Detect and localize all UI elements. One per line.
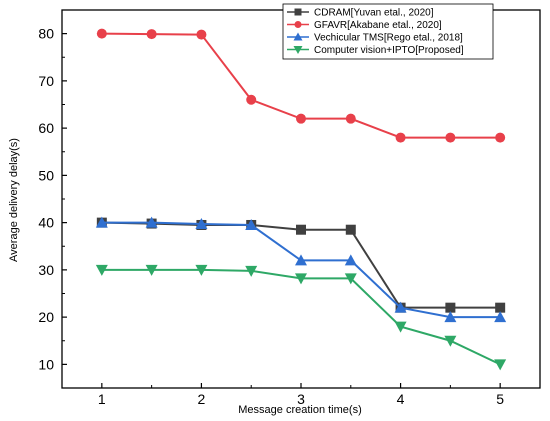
- y-tick-label: 80: [38, 26, 54, 42]
- data-point: [296, 224, 306, 235]
- x-tick-label: 5: [496, 391, 504, 407]
- legend-marker: [294, 8, 302, 16]
- data-point: [95, 264, 108, 276]
- y-axis-label: Average delivery delay(s): [8, 138, 20, 262]
- data-point: [245, 218, 258, 230]
- data-point: [246, 94, 257, 105]
- data-point: [495, 302, 506, 313]
- y-axis: 10 20 30 40 50 60 70 80: [38, 26, 67, 372]
- y-tick-label: 40: [38, 215, 54, 231]
- legend-label: Computer vision+IPTO[Proposed]: [314, 45, 464, 56]
- data-point: [345, 113, 356, 124]
- data-point: [445, 132, 456, 143]
- data-point: [195, 264, 208, 276]
- x-axis-label: Message creation time(s): [238, 404, 362, 416]
- series-4: [95, 264, 507, 371]
- legend-label: Vechicular TMS[Rego etal., 2018]: [314, 33, 463, 44]
- data-point: [95, 216, 108, 228]
- series-3: [95, 216, 507, 323]
- plot-area: [61, 9, 541, 389]
- legend-label: GFAVR[Akabane etal., 2020]: [314, 20, 442, 31]
- data-point: [145, 216, 158, 228]
- data-point: [394, 321, 407, 333]
- x-tick-label: 2: [198, 391, 206, 407]
- legend-marker: [293, 32, 303, 41]
- y-tick-label: 50: [38, 167, 54, 183]
- data-point: [445, 302, 456, 313]
- data-point: [245, 265, 258, 277]
- legend: CDRAM[Yuvan etal., 2020]GFAVR[Akabane et…: [282, 3, 494, 60]
- data-point: [494, 359, 507, 371]
- data-point: [145, 264, 158, 276]
- data-point: [495, 132, 506, 143]
- legend-item: Computer vision+IPTO[Proposed]: [287, 45, 464, 56]
- legend-label: CDRAM[Yuvan etal., 2020]: [314, 8, 434, 19]
- series-2: [96, 28, 506, 143]
- data-point: [96, 28, 107, 39]
- legend-item: Vechicular TMS[Rego etal., 2018]: [287, 32, 463, 44]
- x-tick-label: 4: [397, 391, 405, 407]
- data-point: [394, 301, 407, 313]
- legend-item: GFAVR[Akabane etal., 2020]: [287, 20, 442, 31]
- data-point: [494, 311, 507, 323]
- data-point: [345, 224, 356, 235]
- data-point: [196, 29, 207, 40]
- data-point: [344, 254, 357, 266]
- y-tick-label: 60: [38, 120, 54, 136]
- data-point: [395, 132, 406, 143]
- data-point: [444, 335, 457, 347]
- data-point: [344, 273, 357, 285]
- data-point: [146, 29, 157, 40]
- data-point: [296, 113, 306, 124]
- y-tick-label: 70: [38, 73, 54, 89]
- legend-item: CDRAM[Yuvan etal., 2020]: [287, 8, 434, 19]
- legend-marker: [294, 21, 302, 28]
- x-tick-label: 3: [297, 391, 305, 407]
- data-point: [295, 254, 307, 266]
- legend-marker: [293, 46, 303, 54]
- y-tick-label: 30: [38, 262, 54, 278]
- series-layer: [95, 28, 507, 371]
- legend-box: [282, 3, 494, 60]
- y-tick-label: 10: [38, 356, 54, 372]
- data-point: [444, 311, 457, 323]
- data-point: [295, 273, 307, 285]
- x-tick-label: 1: [98, 391, 106, 407]
- x-axis: 1 2 3 4 5: [98, 383, 504, 407]
- y-tick-label: 20: [38, 309, 54, 325]
- data-point: [195, 218, 208, 230]
- plot-border: [61, 9, 541, 389]
